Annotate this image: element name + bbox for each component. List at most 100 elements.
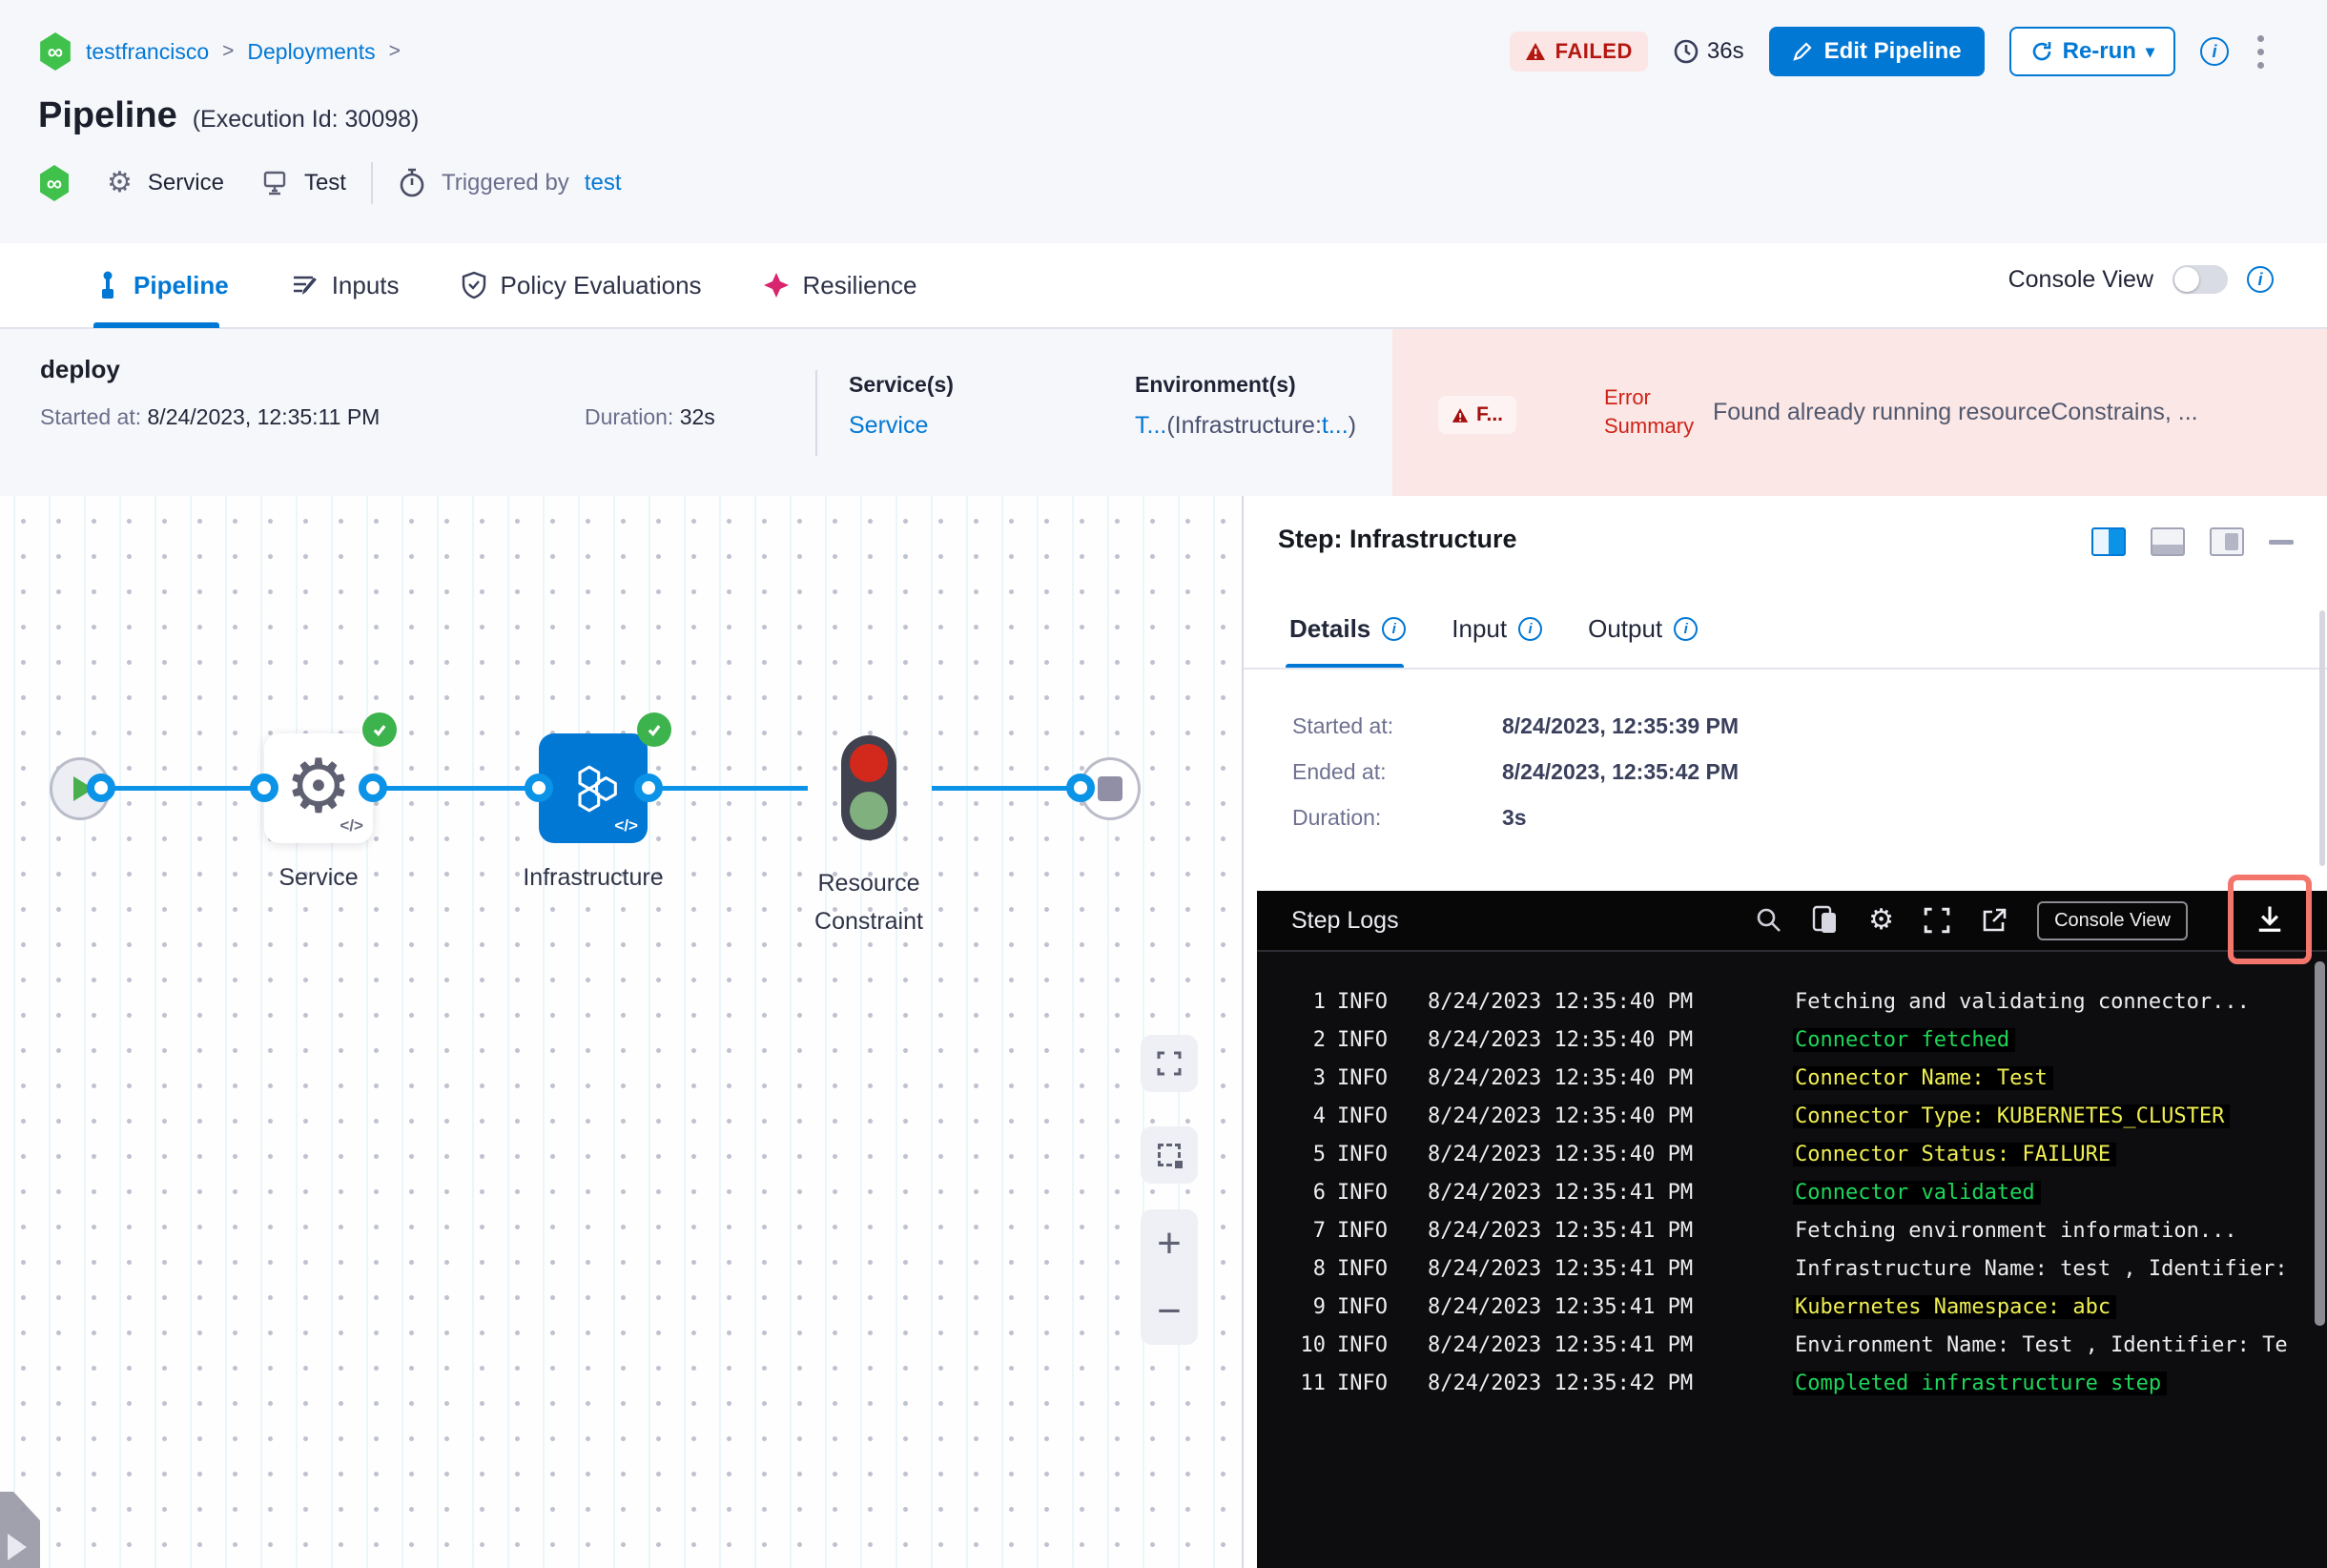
console-view-label: Console View bbox=[2008, 265, 2153, 293]
annotation-highlight-box bbox=[2228, 875, 2312, 964]
triggered-by-label: Triggered by bbox=[441, 170, 569, 196]
info-icon[interactable]: i bbox=[2247, 266, 2274, 293]
minimize-panel-button[interactable] bbox=[2269, 539, 2294, 545]
tab-output-label: Output bbox=[1588, 614, 1663, 643]
hexagons-icon bbox=[578, 765, 617, 812]
zoom-controls: + − bbox=[1141, 1209, 1198, 1345]
fullscreen-icon[interactable] bbox=[1923, 906, 1951, 935]
log-line: 8 INFO 8/24/2023 12:35:41 PM Infrastructure… bbox=[1312, 1256, 2288, 1281]
warning-icon bbox=[1452, 407, 1469, 423]
env-infra-truncated[interactable]: t... bbox=[1321, 412, 1349, 439]
divider bbox=[370, 162, 373, 204]
info-icon[interactable]: i bbox=[2200, 37, 2229, 66]
error-summary-label: Error Summary bbox=[1604, 385, 1695, 438]
warning-icon bbox=[1525, 43, 1545, 60]
detail-duration-row: Duration: 3s bbox=[1292, 805, 1527, 831]
tab-resilience[interactable]: Resilience bbox=[763, 271, 916, 300]
graph-edge bbox=[101, 786, 264, 791]
console-view-button[interactable]: Console View bbox=[2037, 900, 2188, 940]
zoom-out-button[interactable]: − bbox=[1157, 1287, 1182, 1334]
divider bbox=[1244, 668, 2327, 670]
info-glyph: i bbox=[2212, 41, 2217, 61]
pipeline-canvas[interactable]: ⚙ </> Service </> Infrastructure bbox=[0, 496, 1242, 1568]
environment-value[interactable]: T...(Infrastructure:t...) bbox=[1135, 412, 1356, 440]
breadcrumb: ∞ testfrancisco > Deployments > bbox=[38, 32, 401, 71]
edit-pipeline-button[interactable]: Edit Pipeline bbox=[1768, 27, 1985, 76]
copy-icon[interactable] bbox=[1811, 905, 1840, 936]
error-summary-message: Found already running resourceConstrains… bbox=[1713, 399, 2198, 425]
node-label-infrastructure: Infrastructure bbox=[523, 864, 664, 891]
left-panel-expander[interactable] bbox=[0, 1492, 40, 1568]
breadcrumb-project-link[interactable]: testfrancisco bbox=[86, 38, 210, 64]
tab-policy-evaluations[interactable]: Policy Evaluations bbox=[461, 271, 702, 300]
env-name-truncated[interactable]: T... bbox=[1135, 412, 1167, 439]
tab-input[interactable]: Input i bbox=[1452, 614, 1543, 644]
log-line: 1 INFO 8/24/2023 12:35:40 PM Fetching and v… bbox=[1312, 989, 2250, 1014]
layout-right-view-button[interactable] bbox=[2091, 527, 2126, 556]
divider bbox=[815, 370, 817, 456]
triggered-by-user[interactable]: test bbox=[584, 170, 622, 196]
execution-meta-row: ∞ ⚙ Service Test Triggered by test bbox=[38, 160, 621, 206]
traffic-green-light bbox=[850, 792, 888, 830]
layout-minimized-view-button[interactable] bbox=[2210, 527, 2244, 556]
pencil-icon bbox=[1792, 42, 1812, 61]
layout-bottom-view-button[interactable] bbox=[2151, 527, 2185, 556]
console-view-toggle[interactable] bbox=[2173, 265, 2228, 294]
search-icon[interactable] bbox=[1756, 907, 1782, 934]
log-toolbar: ⚙ Console View bbox=[1756, 900, 2188, 940]
elapsed-value: 36s bbox=[1706, 38, 1744, 64]
service-gear-icon: ⚙ bbox=[285, 743, 352, 828]
duration-value: 32s bbox=[679, 404, 715, 429]
tab-bar bbox=[0, 243, 2327, 329]
node-infrastructure[interactable]: </> bbox=[539, 733, 648, 843]
info-icon[interactable]: i bbox=[1674, 617, 1699, 641]
info-icon[interactable]: i bbox=[1518, 617, 1543, 641]
rerun-button[interactable]: Re-run ▾ bbox=[2008, 27, 2175, 76]
node-service[interactable]: ⚙ </> bbox=[264, 733, 373, 843]
env-paren: ) bbox=[1348, 412, 1357, 439]
fit-to-screen-button[interactable] bbox=[1141, 1035, 1198, 1092]
stage-name[interactable]: deploy bbox=[40, 355, 120, 383]
tab-pipeline[interactable]: Pipeline bbox=[95, 271, 229, 300]
title-row: Pipeline (Execution Id: 30098) bbox=[38, 95, 419, 136]
log-settings-icon[interactable]: ⚙ bbox=[1868, 904, 1895, 936]
log-scrollbar[interactable] bbox=[2315, 961, 2325, 1326]
edit-pipeline-label: Edit Pipeline bbox=[1823, 38, 1962, 64]
detail-duration-label: Duration: bbox=[1292, 805, 1382, 830]
tab-details[interactable]: Details i bbox=[1289, 614, 1407, 644]
tab-output[interactable]: Output i bbox=[1588, 614, 1699, 644]
more-options-button[interactable] bbox=[2254, 31, 2268, 72]
zoom-in-button[interactable]: + bbox=[1157, 1219, 1182, 1267]
detail-started-value: 8/24/2023, 12:35:39 PM bbox=[1502, 713, 1740, 738]
edge-port bbox=[525, 774, 553, 802]
service-link[interactable]: Service bbox=[849, 412, 929, 439]
cd-module-icon: ∞ bbox=[40, 165, 69, 201]
stage-error-region bbox=[1392, 329, 2327, 496]
marquee-select-button[interactable] bbox=[1141, 1126, 1198, 1184]
info-glyph: i bbox=[2257, 269, 2263, 289]
code-glyph: </> bbox=[614, 816, 638, 835]
tab-inputs[interactable]: Inputs bbox=[290, 271, 400, 300]
meta-service-name[interactable]: Service bbox=[147, 170, 224, 196]
stop-icon bbox=[1098, 776, 1122, 801]
breadcrumb-deployments-link[interactable]: Deployments bbox=[247, 38, 376, 64]
panel-scrollbar[interactable] bbox=[2319, 610, 2325, 866]
code-glyph: </> bbox=[340, 816, 363, 835]
meta-environment-name[interactable]: Test bbox=[303, 170, 346, 196]
active-tab-underline bbox=[93, 322, 219, 328]
node-resource-constraint[interactable] bbox=[841, 735, 896, 840]
log-lines[interactable]: 1 INFO 8/24/2023 12:35:40 PM Fetching and v… bbox=[1274, 982, 2327, 1402]
chevron-right-icon bbox=[8, 1534, 27, 1560]
infinity-glyph: ∞ bbox=[47, 38, 64, 64]
download-logs-button[interactable] bbox=[2253, 902, 2287, 937]
log-line: 7 INFO 8/24/2023 12:35:41 PM Fetching envir… bbox=[1312, 1218, 2237, 1243]
fullscreen-icon bbox=[1157, 1051, 1182, 1076]
detail-ended-label: Ended at: bbox=[1292, 759, 1387, 784]
env-infra-label: (Infrastructure: bbox=[1166, 412, 1322, 439]
info-icon[interactable]: i bbox=[1382, 617, 1407, 641]
open-in-new-icon[interactable] bbox=[1980, 906, 2008, 935]
active-step-tab-underline bbox=[1286, 664, 1404, 670]
edge-port bbox=[250, 774, 278, 802]
error-badge-text: F... bbox=[1476, 403, 1504, 425]
